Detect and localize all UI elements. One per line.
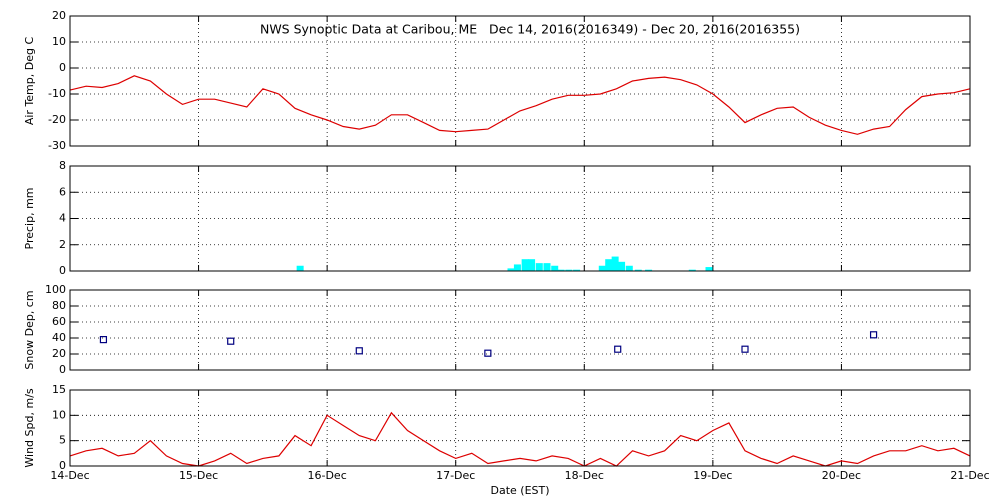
- bar: [513, 264, 521, 271]
- chart-title: NWS Synoptic Data at Caribou, ME Dec 14,…: [260, 22, 800, 37]
- y-tick-label: 10: [52, 35, 66, 48]
- plot-frame: [69, 389, 971, 467]
- y-axis-label: Snow Dep, cm: [23, 290, 36, 369]
- point: [614, 345, 622, 353]
- data-line: [69, 75, 971, 135]
- bar: [543, 263, 551, 271]
- y-axis-label: Precip, mm: [23, 188, 36, 250]
- bar: [688, 269, 696, 271]
- bar: [634, 269, 642, 271]
- bar: [618, 261, 626, 271]
- bar: [605, 259, 613, 271]
- plot-frame: [69, 15, 971, 147]
- bar: [565, 269, 573, 271]
- plot-frame: [69, 165, 971, 272]
- y-tick-label: 8: [59, 159, 66, 172]
- x-tick-label: 19-Dec: [693, 469, 732, 482]
- bar: [625, 265, 633, 271]
- x-tick-label: 17-Dec: [436, 469, 475, 482]
- bar: [535, 263, 543, 271]
- y-tick-label: 2: [59, 238, 66, 251]
- y-tick-label: 5: [59, 434, 66, 447]
- y-tick-label: 20: [52, 9, 66, 22]
- y-tick-label: 60: [52, 315, 66, 328]
- bar: [598, 265, 606, 271]
- point: [484, 349, 492, 357]
- y-tick-label: 6: [59, 185, 66, 198]
- y-tick-label: 15: [52, 383, 66, 396]
- x-tick-label: 14-Dec: [50, 469, 89, 482]
- point: [99, 336, 108, 344]
- bar: [507, 268, 515, 271]
- point: [227, 337, 235, 345]
- bar: [521, 259, 529, 271]
- y-tick-label: -10: [48, 87, 66, 100]
- y-tick-label: 0: [59, 264, 66, 277]
- y-tick-label: 20: [52, 347, 66, 360]
- point: [355, 347, 363, 355]
- bar: [705, 267, 713, 271]
- x-tick-label: 18-Dec: [565, 469, 604, 482]
- x-axis-label: Date (EST): [490, 484, 549, 497]
- bar: [557, 269, 565, 271]
- point: [741, 345, 749, 353]
- y-tick-label: -20: [48, 113, 66, 126]
- x-tick-label: 20-Dec: [822, 469, 861, 482]
- bar: [645, 269, 653, 271]
- y-tick-label: -30: [48, 139, 66, 152]
- x-tick-label: 21-Dec: [950, 469, 989, 482]
- y-axis-label: Air Temp, Deg C: [23, 37, 36, 126]
- bar: [528, 259, 536, 271]
- plot-frame: [69, 289, 971, 371]
- point: [869, 331, 878, 339]
- y-tick-label: 4: [59, 212, 66, 225]
- y-axis-label: Wind Spd, m/s: [23, 388, 36, 468]
- bar: [573, 269, 581, 271]
- y-tick-label: 0: [59, 61, 66, 74]
- y-tick-label: 0: [59, 459, 66, 472]
- y-tick-label: 0: [59, 363, 66, 376]
- y-tick-label: 40: [52, 331, 66, 344]
- bar: [296, 265, 304, 271]
- y-tick-label: 10: [52, 408, 66, 421]
- data-line: [69, 411, 971, 467]
- y-tick-label: 100: [45, 283, 66, 296]
- x-tick-label: 16-Dec: [308, 469, 347, 482]
- bar: [611, 256, 619, 271]
- x-tick-label: 15-Dec: [179, 469, 218, 482]
- bar: [551, 265, 559, 271]
- y-tick-label: 80: [52, 299, 66, 312]
